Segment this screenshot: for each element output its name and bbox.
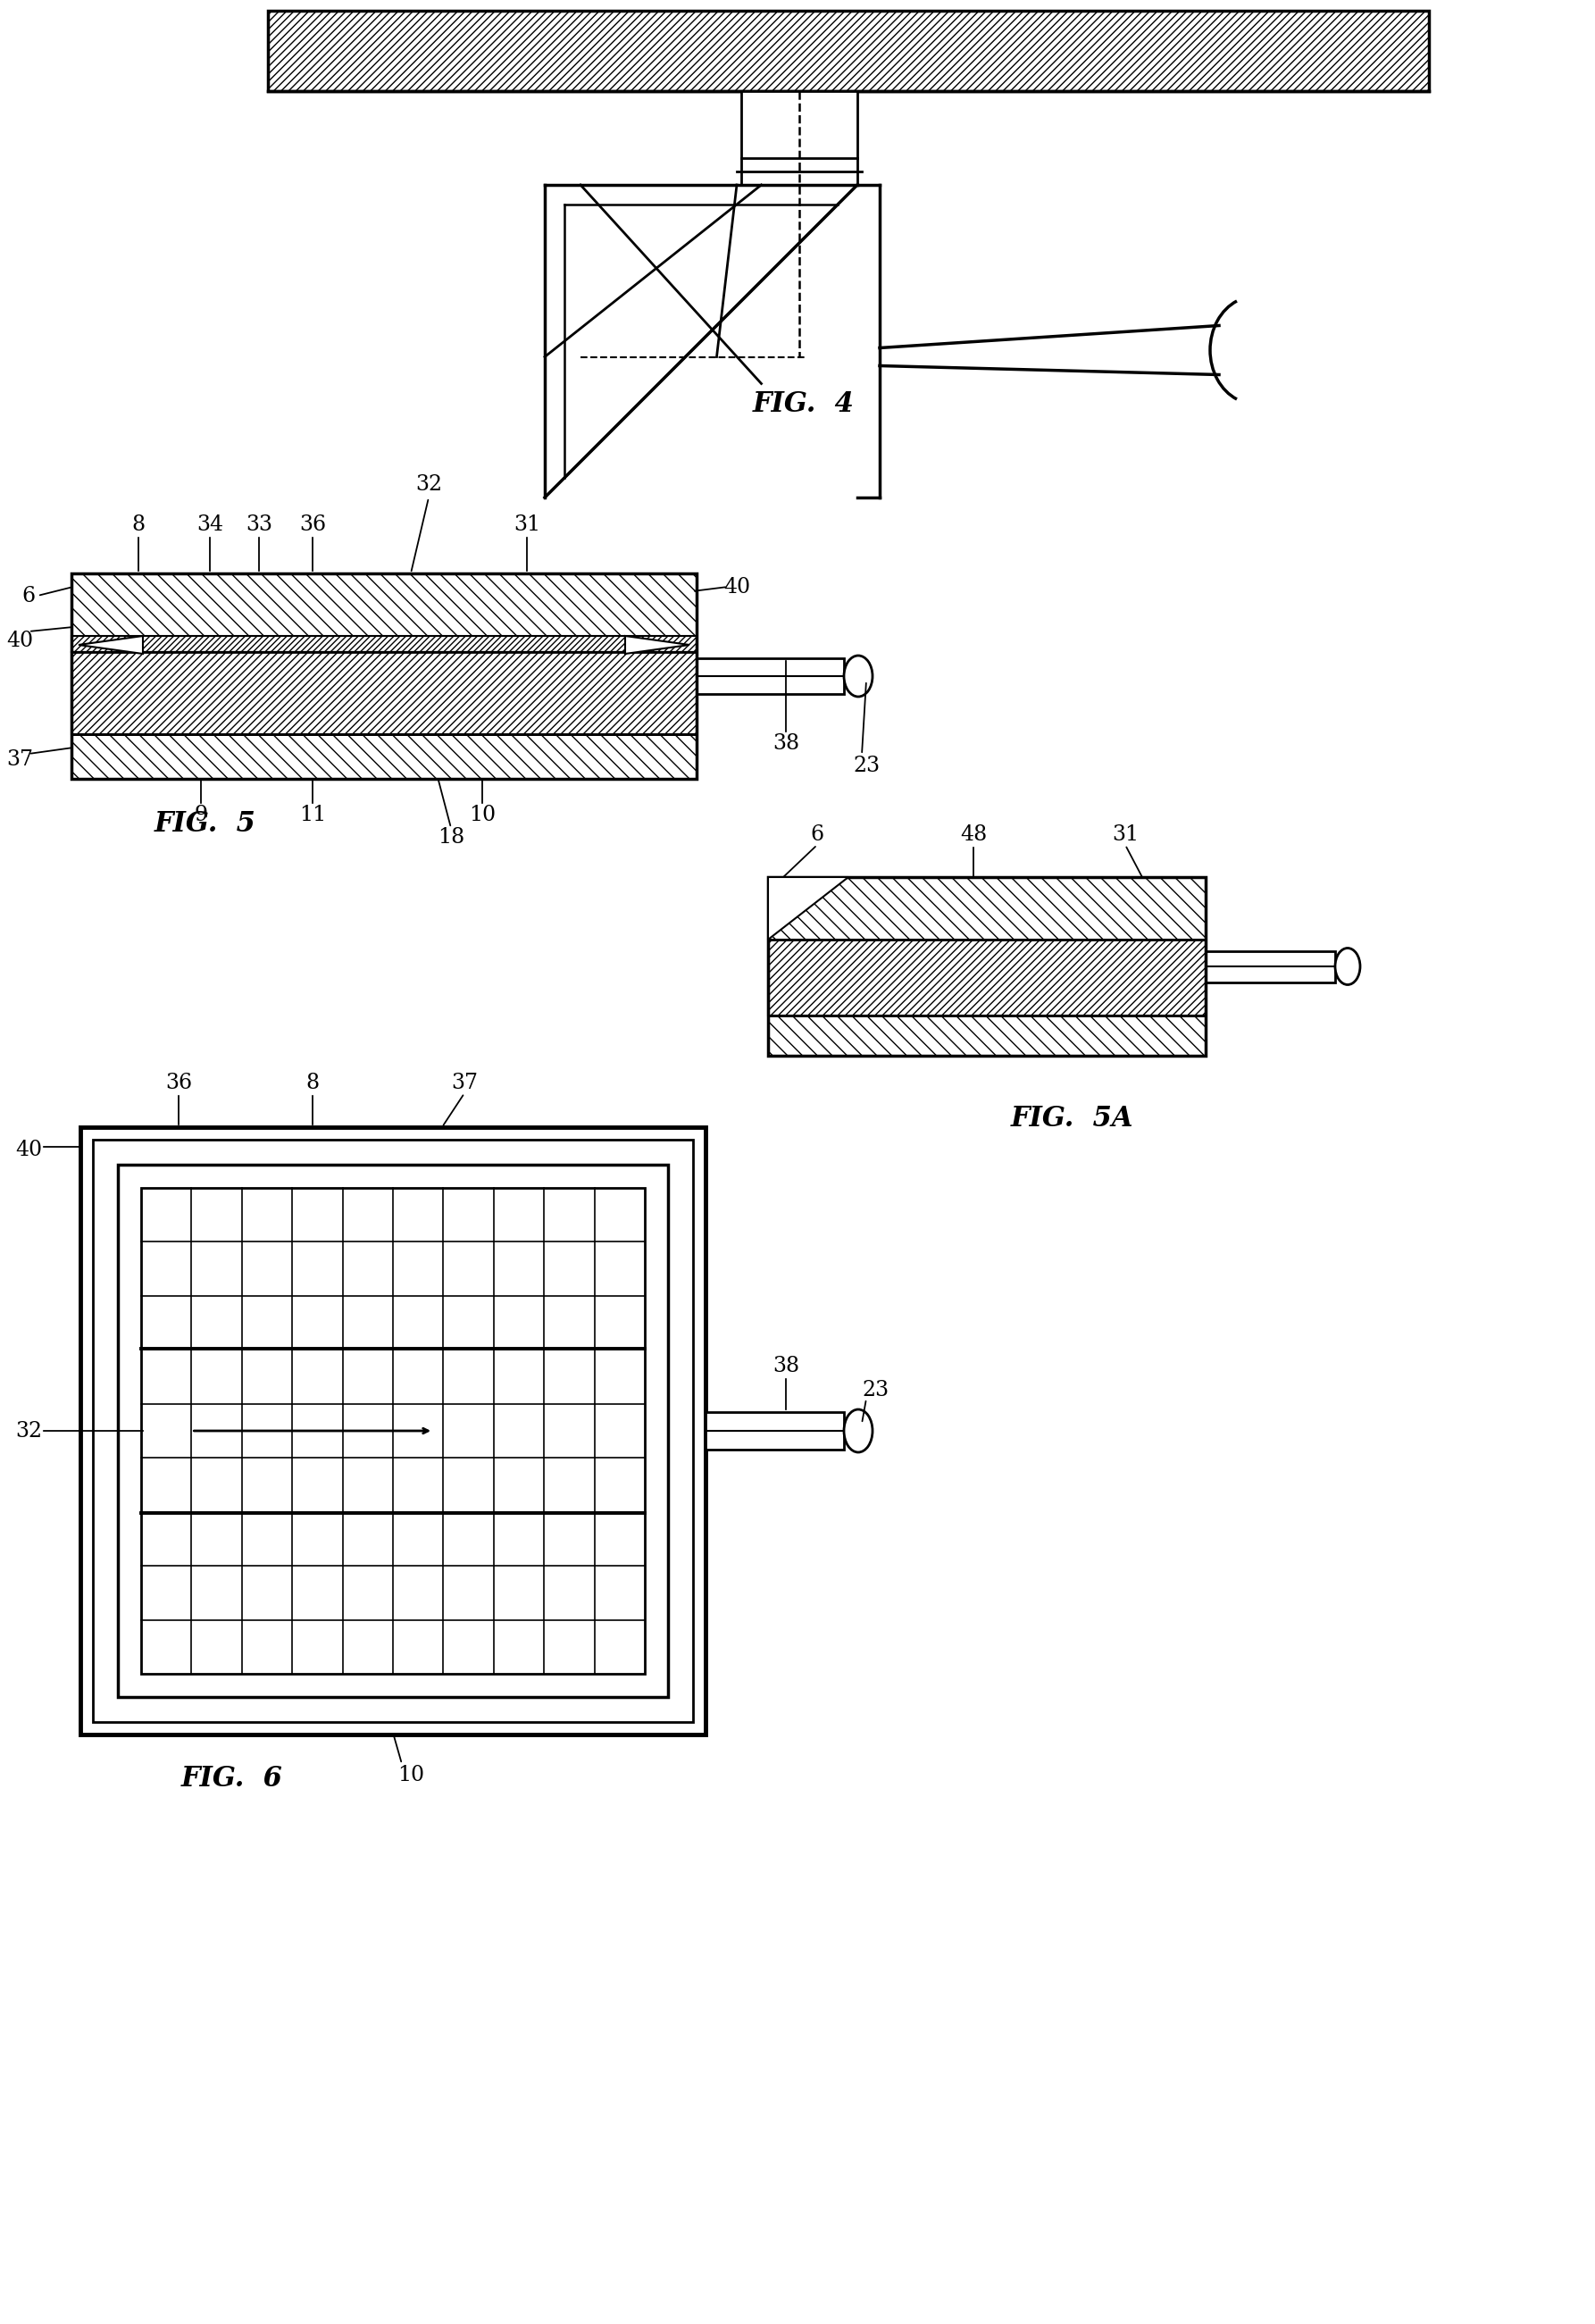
Bar (769, 876, 1206, 939)
Text: 38: 38 (772, 732, 799, 753)
Text: 11: 11 (300, 804, 325, 825)
Text: 9: 9 (195, 804, 207, 825)
Ellipse shape (844, 1408, 872, 1452)
Text: 31: 31 (514, 514, 541, 535)
Text: 31: 31 (1112, 825, 1139, 844)
Bar (118, 1164, 668, 1697)
Bar (80, 1127, 705, 1734)
Bar (72, 574, 697, 637)
Text: 37: 37 (451, 1071, 478, 1092)
Text: 23: 23 (853, 755, 880, 776)
Text: 6: 6 (810, 825, 825, 844)
Bar (769, 939, 1206, 1016)
Text: 37: 37 (6, 748, 33, 769)
Text: FIG.  6: FIG. 6 (182, 1766, 282, 1794)
Bar (769, 876, 1206, 1055)
Text: 10: 10 (469, 804, 496, 825)
Text: 34: 34 (196, 514, 223, 535)
Text: 8: 8 (132, 514, 145, 535)
Bar (697, 658, 844, 695)
Bar (769, 1016, 1206, 1055)
Text: 36: 36 (300, 514, 325, 535)
Bar (72, 653, 697, 734)
Text: FIG.  5A: FIG. 5A (1010, 1104, 1132, 1132)
Polygon shape (769, 876, 849, 939)
Bar (268, 12, 1429, 91)
Bar (140, 1188, 644, 1673)
Text: FIG.  5: FIG. 5 (155, 809, 257, 837)
Bar (72, 734, 697, 779)
Text: 32: 32 (415, 474, 442, 495)
Text: 8: 8 (306, 1071, 319, 1092)
Text: FIG.  4: FIG. 4 (753, 390, 855, 418)
Text: 6: 6 (22, 586, 35, 607)
Text: 32: 32 (14, 1420, 41, 1441)
Ellipse shape (1335, 948, 1361, 985)
Text: 33: 33 (246, 514, 273, 535)
Text: 40: 40 (723, 576, 750, 597)
Text: 36: 36 (166, 1071, 191, 1092)
Bar (93, 1139, 692, 1722)
Bar (1206, 951, 1335, 983)
Bar (72, 574, 697, 779)
Text: 38: 38 (772, 1355, 799, 1376)
Ellipse shape (844, 655, 872, 697)
Bar (705, 1413, 844, 1450)
Text: 48: 48 (960, 825, 987, 844)
Text: 23: 23 (861, 1380, 888, 1399)
Bar (72, 637, 697, 653)
Polygon shape (625, 637, 689, 653)
Text: 40: 40 (6, 630, 33, 651)
Polygon shape (78, 637, 144, 653)
Text: 18: 18 (437, 827, 464, 848)
Text: 40: 40 (14, 1139, 41, 1160)
Bar (742, 91, 858, 158)
Text: 10: 10 (397, 1764, 424, 1785)
